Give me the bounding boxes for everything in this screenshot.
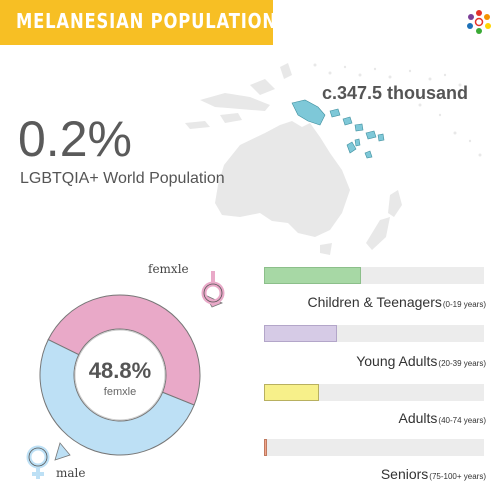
female-segment bbox=[47, 294, 201, 406]
age-group-range: (40-74 years) bbox=[438, 416, 486, 425]
age-group-name: Seniors bbox=[380, 466, 429, 482]
title-banner: MELANESIAN POPULATION bbox=[0, 0, 276, 45]
female-percent-label: femxle bbox=[103, 386, 137, 398]
age-bar-track bbox=[264, 267, 484, 284]
male-symbol-icon bbox=[26, 445, 50, 479]
age-bar-label: Children & Teenagers(0-19 years) bbox=[307, 294, 486, 310]
age-group-range: (75-100+ years) bbox=[429, 472, 486, 481]
rainbow-people-icon bbox=[467, 10, 491, 34]
population-label: c.347.5 thousand bbox=[322, 83, 469, 103]
world-percent: 0.2% bbox=[18, 111, 132, 167]
oceania-map bbox=[185, 63, 482, 255]
age-group-name: Children & Teenagers bbox=[307, 294, 442, 310]
female-percent: 48.8% bbox=[88, 358, 152, 383]
male-label: male bbox=[56, 466, 86, 480]
age-group-range: (20-39 years) bbox=[438, 359, 486, 368]
female-symbol-icon bbox=[201, 271, 225, 305]
gender-donut-chart bbox=[26, 271, 225, 479]
age-group-name: Young Adults bbox=[356, 353, 438, 369]
age-bar-fill bbox=[264, 384, 319, 401]
page-title: MELANESIAN POPULATION bbox=[16, 9, 277, 33]
world-percent-label: LGBTQIA+ World Population bbox=[20, 170, 225, 187]
female-label: femxle bbox=[148, 262, 189, 276]
age-bar-track bbox=[264, 439, 484, 456]
age-group-name: Adults bbox=[398, 410, 438, 426]
age-bar-track bbox=[264, 325, 484, 342]
age-bar-fill bbox=[264, 325, 337, 342]
age-bar-label: Young Adults(20-39 years) bbox=[356, 353, 486, 369]
male-segment bbox=[39, 338, 195, 456]
age-bar-fill bbox=[264, 267, 361, 284]
age-bar-label: Adults(40-74 years) bbox=[399, 410, 487, 426]
age-bar-fill bbox=[264, 439, 268, 456]
age-bar-label: Seniors(75-100+ years) bbox=[381, 466, 486, 482]
age-bar-track bbox=[264, 384, 484, 401]
age-group-range: (0-19 years) bbox=[442, 300, 486, 309]
